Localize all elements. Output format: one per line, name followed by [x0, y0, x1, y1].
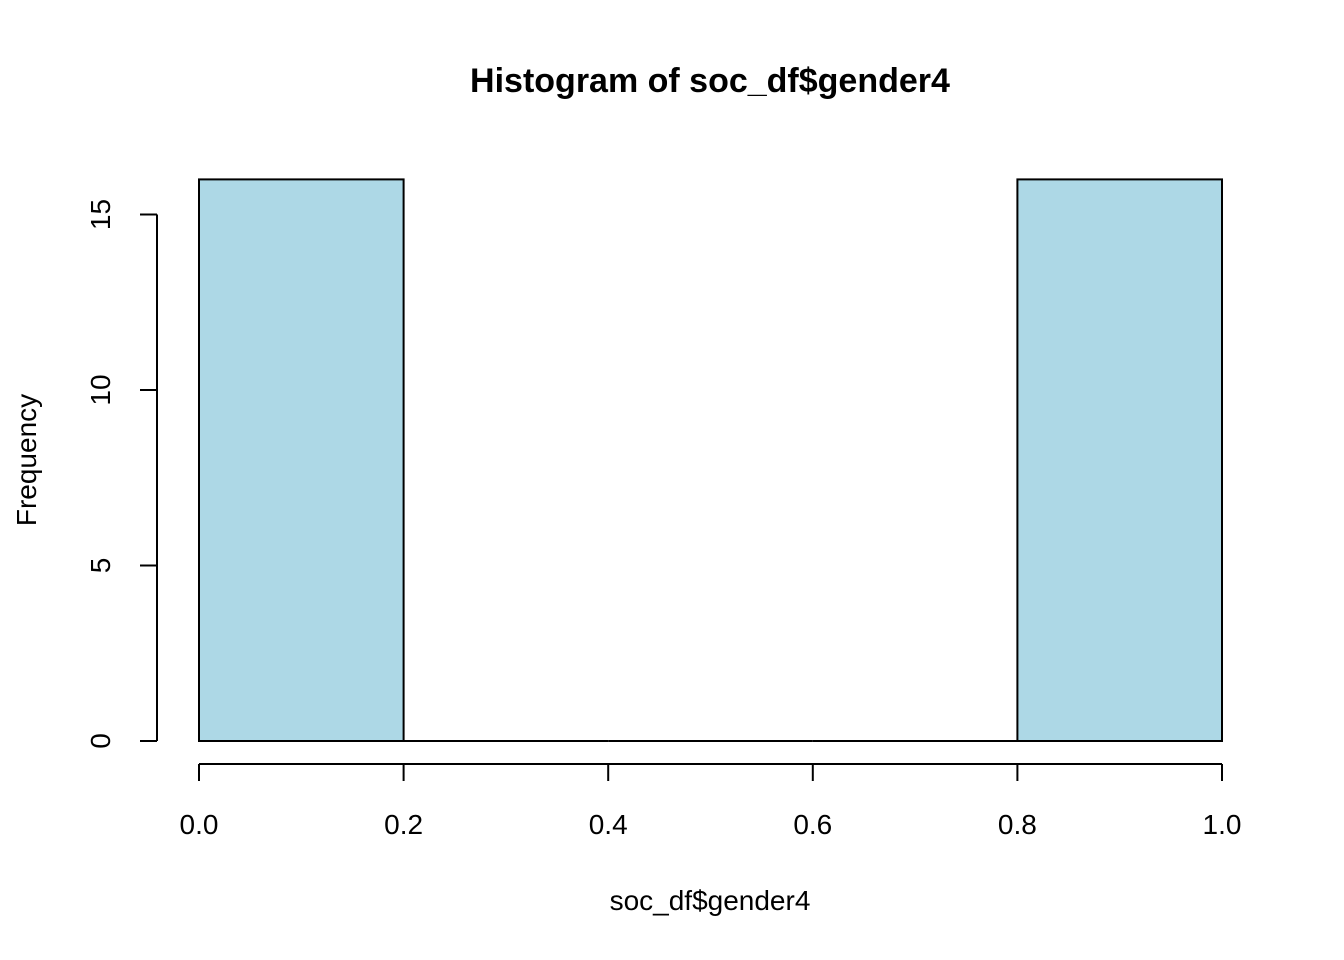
histogram-bar	[198, 178, 405, 742]
y-tick-label: 0	[85, 733, 116, 749]
chart-title: Histogram of soc_df$gender4	[470, 62, 950, 100]
x-axis-label: soc_df$gender4	[610, 885, 811, 916]
y-tick-label: 15	[85, 199, 116, 230]
y-axis: 0 5 10 15	[85, 199, 158, 749]
x-tick-label: 1.0	[1203, 809, 1242, 840]
x-tick-label: 0.2	[384, 809, 423, 840]
y-axis-label: Frequency	[11, 394, 42, 526]
x-tick-label: 0.0	[180, 809, 219, 840]
y-tick-label: 5	[85, 558, 116, 574]
x-tick-label: 0.6	[793, 809, 832, 840]
y-tick-label: 10	[85, 374, 116, 405]
bars-layer	[198, 178, 1224, 742]
x-tick-label: 0.4	[589, 809, 628, 840]
x-axis: 0.0 0.2 0.4 0.6 0.8 1.0	[180, 763, 1242, 840]
x-tick-label: 0.8	[998, 809, 1037, 840]
histogram-bar	[1016, 178, 1224, 742]
